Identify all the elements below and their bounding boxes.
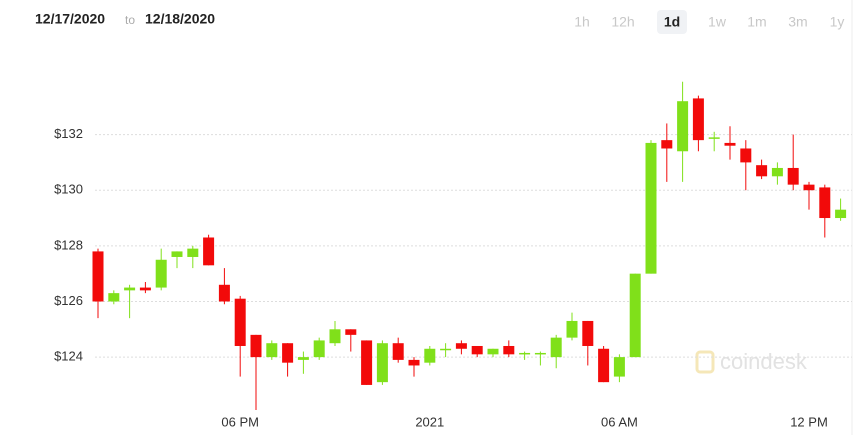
candle-body xyxy=(234,298,246,346)
watermark-icon xyxy=(695,350,715,374)
candle-body xyxy=(740,148,752,163)
range-button[interactable]: 3m xyxy=(788,14,807,30)
x-tick-label: 06 AM xyxy=(601,414,638,429)
x-tick-label: 06 PM xyxy=(221,414,259,429)
candle-body xyxy=(392,343,404,360)
candle-body xyxy=(550,337,562,358)
range-button[interactable]: 1m xyxy=(747,14,766,30)
y-tick-label: $126 xyxy=(54,293,83,308)
candle-body xyxy=(692,98,704,141)
candle-body xyxy=(756,165,768,177)
range-button[interactable]: 1y xyxy=(830,14,845,30)
candle-body xyxy=(724,142,736,146)
x-tick-label: 12 PM xyxy=(790,414,828,429)
range-active-bg xyxy=(657,10,687,34)
candle-body xyxy=(787,167,799,185)
candle-body xyxy=(124,287,136,291)
candle-body xyxy=(203,237,215,266)
candle-body xyxy=(771,167,783,177)
candle-body xyxy=(139,287,151,291)
candle-body xyxy=(613,357,625,377)
date-until: 12/18/2020 xyxy=(145,11,215,27)
candle-body xyxy=(582,320,594,346)
candle-body xyxy=(803,184,815,191)
candle-body xyxy=(92,251,104,302)
candle-body xyxy=(376,343,388,383)
range-button[interactable]: 12h xyxy=(611,14,634,30)
y-tick-label: $132 xyxy=(54,126,83,141)
candle-body xyxy=(487,348,499,355)
candle-body xyxy=(361,340,373,385)
range-button[interactable]: 1h xyxy=(574,14,590,30)
y-tick-label: $124 xyxy=(54,349,83,364)
range-button[interactable]: 1w xyxy=(708,14,727,30)
candle-body xyxy=(345,329,357,335)
candle-body xyxy=(424,348,436,363)
candle-body xyxy=(108,293,120,302)
candle-body xyxy=(835,209,847,219)
candle-body xyxy=(819,187,831,219)
y-tick-label: $128 xyxy=(54,237,83,252)
watermark: coindesk xyxy=(695,349,808,374)
date-to-word: to xyxy=(125,13,135,27)
candle-body xyxy=(297,357,309,360)
candle-body xyxy=(187,248,199,257)
candle-body xyxy=(440,348,452,351)
candle-body xyxy=(155,259,167,288)
candle-body xyxy=(408,359,420,366)
candle-body xyxy=(503,345,515,355)
candle-body xyxy=(598,348,610,383)
x-tick-label: 2021 xyxy=(415,414,444,429)
candle-body xyxy=(471,345,483,355)
candle-body xyxy=(708,137,720,139)
candle-body xyxy=(455,343,467,349)
candle-body xyxy=(282,343,294,363)
y-tick-label: $130 xyxy=(54,182,83,197)
candle-body xyxy=(519,352,531,355)
range-button[interactable]: 1d xyxy=(664,14,680,30)
candle-body xyxy=(329,329,341,344)
watermark-text: coindesk xyxy=(720,349,808,374)
candle-body xyxy=(677,101,689,152)
candle-body xyxy=(218,284,230,302)
candle-body xyxy=(629,273,641,358)
candle-body xyxy=(566,320,578,338)
candle-body xyxy=(313,340,325,358)
candle-body xyxy=(171,251,183,257)
candle-body xyxy=(266,343,278,358)
candle-body xyxy=(661,140,673,149)
candle-body xyxy=(250,334,262,358)
date-from: 12/17/2020 xyxy=(35,11,105,27)
candle-body xyxy=(645,142,657,274)
candle-body xyxy=(534,352,546,355)
